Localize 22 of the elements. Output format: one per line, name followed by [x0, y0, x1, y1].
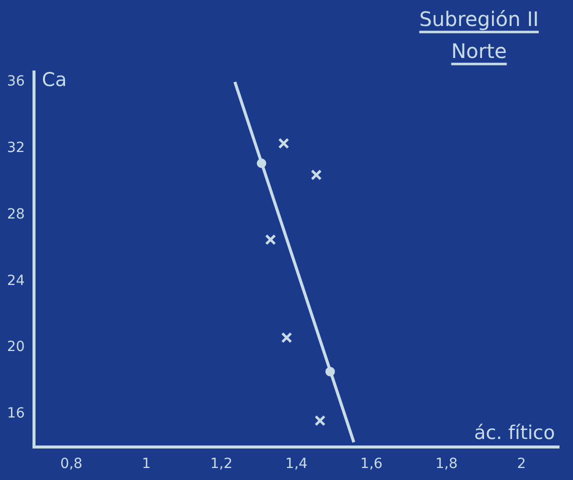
point: [314, 415, 326, 426]
point: [310, 169, 322, 180]
x-tick-label: 1,4: [285, 456, 308, 472]
y-axis-title: Ca: [42, 69, 67, 91]
chart-title: Subregión II: [419, 7, 539, 31]
point: [281, 332, 292, 344]
chart-subtitle: Norte: [451, 39, 507, 63]
y-tick-label: 24: [6, 272, 25, 289]
y-tick-label: 28: [6, 206, 25, 222]
y-tick-label: 36: [6, 74, 25, 90]
x-tick-label: 1,6: [360, 456, 383, 472]
x-tick-label: 0,8: [60, 456, 82, 472]
point: [265, 234, 276, 246]
y-tick-label: 32: [6, 140, 25, 156]
x-tick-label: 1,2: [210, 456, 233, 472]
x-tick-label: 1,8: [435, 456, 458, 472]
x-axis-title: ác. fítico: [474, 422, 555, 444]
x-tick-label: 2: [517, 456, 526, 472]
y-tick-label: 20: [6, 339, 25, 356]
point: [278, 138, 290, 149]
y-tick-label: 16: [6, 406, 25, 422]
x-tick-label: 1: [142, 456, 151, 472]
